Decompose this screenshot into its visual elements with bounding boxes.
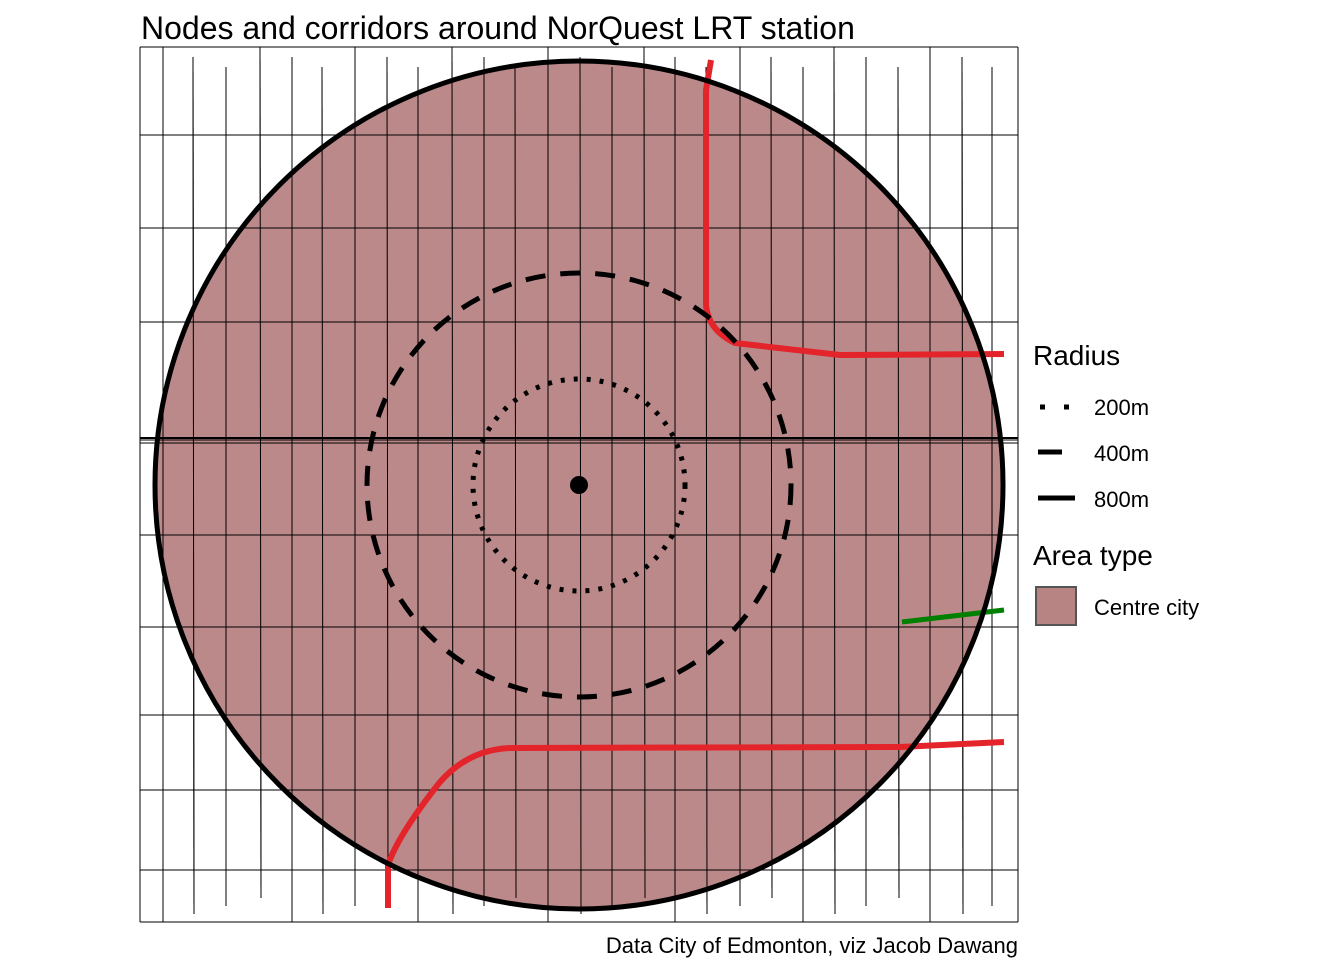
- street: [514, 66, 517, 899]
- street: [961, 56, 964, 915]
- legend-area-title: Area type: [1033, 540, 1153, 571]
- radius-800m: [152, 58, 1006, 912]
- legend-key-centre-city: [1035, 586, 1077, 626]
- legend-radius-title: Radius: [1033, 340, 1121, 371]
- radius-200m: [470, 376, 688, 594]
- legend-label-centre-city: Centre city: [1094, 595, 1200, 620]
- legend-label-800m: 800m: [1094, 487, 1150, 512]
- node-corridor-east: [901, 607, 1005, 625]
- street: [259, 46, 262, 899]
- street: [833, 46, 836, 915]
- radius-400m: [364, 270, 794, 700]
- street: [321, 66, 324, 915]
- corridor-south: [385, 739, 1005, 908]
- caption: Data City of Edmonton, viz Jacob Dawang: [605, 933, 1018, 958]
- legend-label-200m: 200m: [1094, 395, 1150, 420]
- street: [643, 46, 646, 899]
- street: [192, 56, 195, 915]
- map-title: Nodes and corridors around NorQuest LRT …: [141, 10, 855, 46]
- street: [897, 66, 900, 899]
- legend-radius-keys: [1038, 404, 1075, 501]
- street: [386, 56, 389, 899]
- station-node: [570, 476, 588, 494]
- legend-label-400m: 400m: [1094, 441, 1150, 466]
- street: [770, 56, 773, 899]
